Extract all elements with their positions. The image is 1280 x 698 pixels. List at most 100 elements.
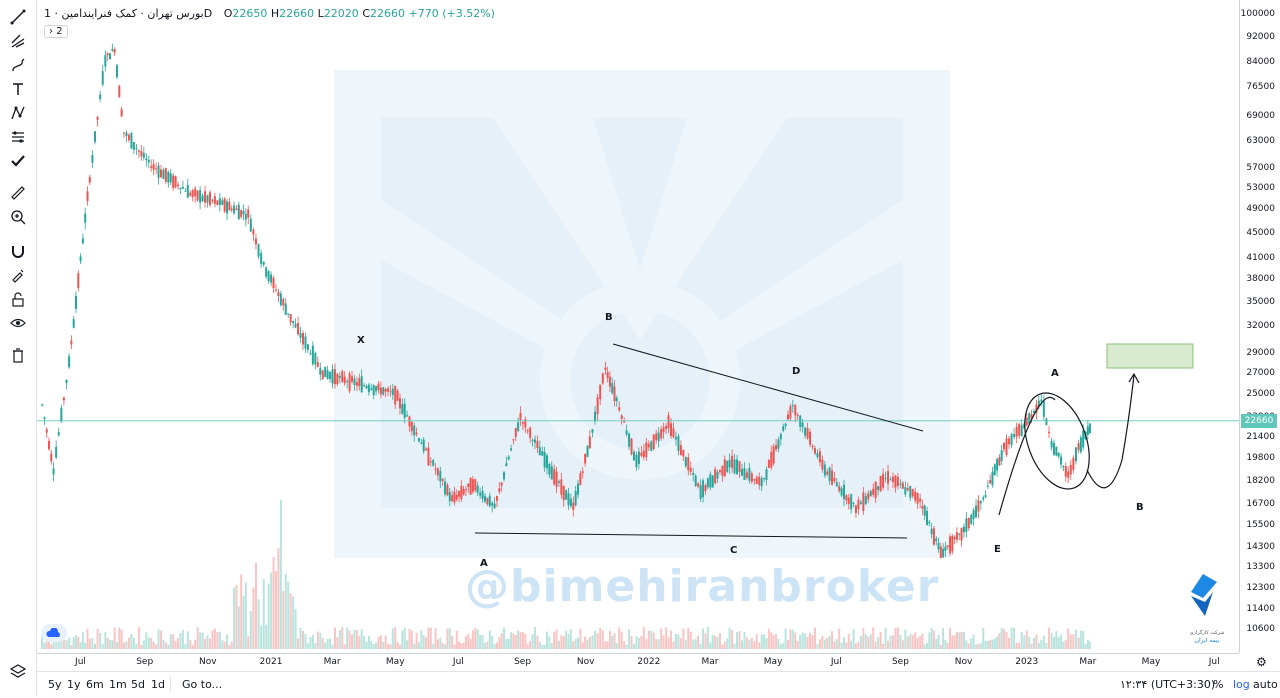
candle-body xyxy=(657,432,660,441)
goto-button[interactable]: Go to... xyxy=(182,678,223,691)
eye-icon[interactable] xyxy=(8,314,28,332)
layers-icon[interactable] xyxy=(8,662,28,680)
candle-body xyxy=(772,446,775,464)
volume-bar xyxy=(1037,642,1040,649)
trash-icon[interactable] xyxy=(8,346,28,364)
percent-toggle[interactable]: % xyxy=(1213,678,1224,691)
candle-body xyxy=(613,386,616,402)
volume-bar xyxy=(132,637,135,649)
range-1m-button[interactable]: 1m xyxy=(109,678,127,691)
volume-bar xyxy=(301,630,304,649)
volume-bar xyxy=(62,639,65,649)
candle-body xyxy=(434,468,437,470)
settings-gear-icon[interactable]: ⚙ xyxy=(1256,655,1267,669)
candle-body xyxy=(157,165,160,178)
volume-bar xyxy=(498,637,501,649)
candle-body xyxy=(425,448,428,451)
volume-bar xyxy=(233,587,236,649)
range-5d-button[interactable]: 5d xyxy=(131,678,145,691)
volume-bar xyxy=(758,642,761,649)
candle-body xyxy=(879,475,882,492)
pattern-icon[interactable] xyxy=(8,104,28,122)
time-axis[interactable]: Jul Sep Nov 2021 Mar May Jul Sep Nov 2022 Mar May Ju… xyxy=(37,653,1239,671)
range-6m-button[interactable]: 6m xyxy=(86,678,104,691)
volume-bar xyxy=(247,636,250,649)
candle-body xyxy=(977,500,980,512)
unlock-icon[interactable] xyxy=(8,290,28,308)
volume-bar xyxy=(632,644,635,649)
candle-body xyxy=(972,510,975,520)
log-toggle[interactable]: log xyxy=(1233,678,1250,691)
candle-body xyxy=(279,293,282,306)
candle-body xyxy=(415,432,418,435)
lock-drawing-icon[interactable] xyxy=(8,266,28,284)
candle-body xyxy=(377,383,380,390)
volume-bar xyxy=(760,634,763,649)
candle-body xyxy=(926,510,929,526)
candle-body xyxy=(244,213,247,220)
price-axis[interactable]: 100000 92000 84000 76500 69000 63000 57000 5300… xyxy=(1239,0,1280,653)
clock-display[interactable]: ۱۲:۳۴ (UTC+3:30) xyxy=(1120,678,1216,691)
legend-expand-button[interactable]: › 2 xyxy=(44,25,68,38)
candle-body xyxy=(553,469,556,485)
ohlc-low: 22020 xyxy=(323,7,359,20)
volume-bar xyxy=(1062,641,1065,649)
cloud-icon[interactable] xyxy=(41,624,67,642)
zoom-in-icon[interactable] xyxy=(8,208,28,226)
volume-bar xyxy=(862,628,865,649)
candle-body xyxy=(1002,443,1005,450)
volume-bar xyxy=(635,636,638,649)
volume-bar xyxy=(740,640,743,649)
candle-body xyxy=(682,449,685,457)
forecast-icon[interactable] xyxy=(8,128,28,146)
brush-icon[interactable] xyxy=(8,56,28,74)
volume-bar xyxy=(353,629,356,649)
candle-body xyxy=(555,471,558,487)
candle-body xyxy=(230,208,233,211)
volume-bar xyxy=(767,628,770,649)
volume-bar xyxy=(714,635,717,649)
volume-bar xyxy=(181,629,184,649)
trendline-icon[interactable] xyxy=(8,8,28,26)
range-5y-button[interactable]: 5y xyxy=(48,678,62,691)
candle-body xyxy=(872,488,875,495)
candle-body xyxy=(68,356,71,368)
candle-body xyxy=(52,468,55,475)
ohlc-o-label: O xyxy=(223,7,233,20)
auto-toggle[interactable]: auto xyxy=(1253,678,1278,691)
candle-body xyxy=(560,479,563,495)
candle-body xyxy=(503,472,506,480)
volume-bar xyxy=(882,643,885,649)
candle-body xyxy=(495,496,498,501)
range-1d-button[interactable]: 1d xyxy=(151,678,165,691)
check-icon[interactable] xyxy=(8,152,28,170)
candle-body xyxy=(517,422,520,432)
price-tick-label: 35000 xyxy=(1246,296,1275,307)
volume-bar xyxy=(299,627,302,649)
candle-body xyxy=(111,49,114,51)
candle-body xyxy=(852,502,855,504)
candle-body xyxy=(464,489,467,491)
symbol-title[interactable]: بورس تهران · کمک فنرایندامین · 1D xyxy=(44,7,213,20)
volume-bar xyxy=(687,627,690,649)
chart-legend: بورس تهران · کمک فنرایندامین · 1D O22650… xyxy=(44,7,495,20)
magnet-icon[interactable] xyxy=(8,242,28,260)
candle-body xyxy=(453,492,456,503)
text-icon[interactable] xyxy=(8,80,28,98)
candle-body xyxy=(955,532,958,540)
volume-bar xyxy=(538,641,541,649)
time-tick-label: Sep xyxy=(514,657,532,667)
chart-pane[interactable]: @bimehiranbroker X B D A C E A B شرکت کا… xyxy=(37,0,1239,653)
range-1y-button[interactable]: 1y xyxy=(67,678,81,691)
candle-body xyxy=(709,474,712,488)
price-chart[interactable] xyxy=(37,0,1239,653)
ohlc-l-label: L xyxy=(317,7,324,20)
candle-body xyxy=(1020,424,1023,437)
pitchfork-icon[interactable] xyxy=(8,32,28,50)
volume-bar xyxy=(787,639,790,649)
volume-bar xyxy=(577,637,580,649)
candle-body xyxy=(406,415,409,417)
candle-body xyxy=(577,483,580,495)
candle-body xyxy=(1052,442,1055,455)
ruler-icon[interactable] xyxy=(8,184,28,202)
